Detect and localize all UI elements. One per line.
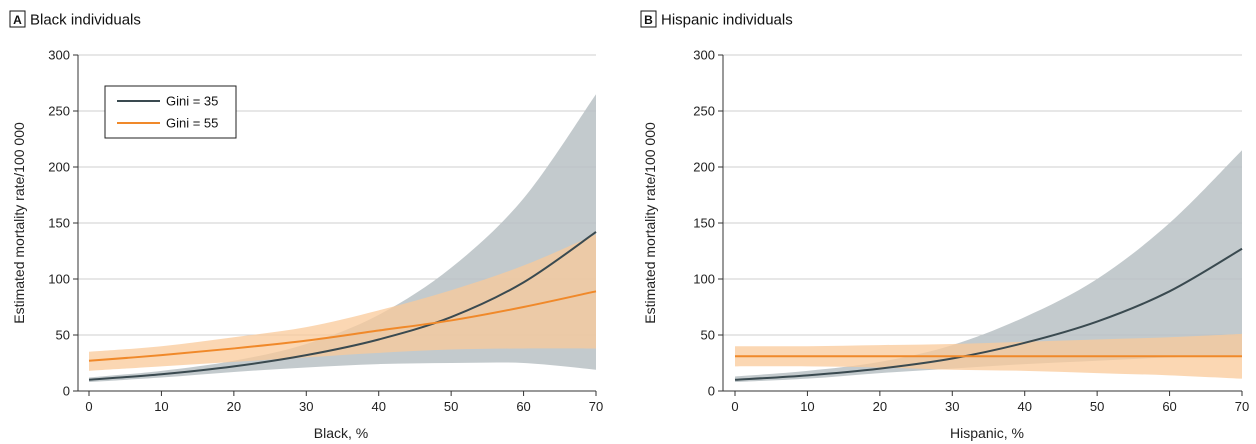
panel-a-x-tick-label-30: 30 [299, 399, 313, 414]
panel-a-letter-box [9, 10, 26, 28]
panel-b-y-tick-label-50: 50 [701, 328, 715, 343]
panel-b-x-tick-label-60: 60 [1162, 399, 1176, 414]
panel-a-plot-area: 0 50 100 150 200 250 300 0 10 20 30 40 50 60 70 [48, 48, 603, 415]
panel-b-x-tick-label-70: 70 [1235, 399, 1249, 414]
panel-a-x-tick-label-60: 60 [516, 399, 530, 414]
panel-a-y-tick-label-100: 100 [48, 272, 70, 287]
panel-b-x-axis-label: Hispanic, % [950, 425, 1024, 441]
panel-b-letter-box [640, 10, 657, 28]
panel-b-x-tick-label-20: 20 [873, 399, 887, 414]
panel-a-ci-band-gini-55 [89, 234, 596, 371]
panel-a-x-tick-label-50: 50 [444, 399, 458, 414]
panel-b-y-tick-label-150: 150 [693, 216, 715, 231]
panel-a-y-tick-label-150: 150 [48, 216, 70, 231]
panel-b-y-tick-label-300: 300 [693, 48, 715, 63]
legend-label-gini-35: Gini = 35 [166, 94, 218, 109]
legend-box [104, 85, 237, 139]
panel-a-line-gini-55 [88, 290, 597, 362]
panel-b-letter: B [644, 13, 653, 27]
panel-b-y-tick-label-250: 250 [693, 104, 715, 119]
panel-a-x-tick-label-40: 40 [371, 399, 385, 414]
legend-label-gini-55: Gini = 55 [166, 116, 218, 131]
panel-a-y-tick-label-300: 300 [48, 48, 70, 63]
panel-b-y-tick-label-100: 100 [693, 272, 715, 287]
panel-b-y-tick-label-0: 0 [708, 384, 715, 399]
panel-a-x-tick-label-70: 70 [589, 399, 603, 414]
panel-a-y-tick-label-0: 0 [63, 384, 70, 399]
panel-b-x-tick-label-40: 40 [1017, 399, 1031, 414]
legend: Gini = 35 Gini = 55 [104, 85, 237, 139]
panel-b-x-tick-label-50: 50 [1090, 399, 1104, 414]
panel-b-line-gini-35 [734, 247, 1243, 381]
panel-b-y-tick-label-200: 200 [693, 160, 715, 175]
panel-b-title: Hispanic individuals [661, 12, 793, 29]
panel-a-y-tick-label-250: 250 [48, 104, 70, 119]
panel-a: A Black individuals Black, % Estimated m… [9, 10, 603, 441]
panel-a-x-tick-label-0: 0 [85, 399, 92, 414]
panel-a-x-axis-label: Black, % [314, 425, 368, 441]
panel-a-x-tick-label-10: 10 [154, 399, 168, 414]
panel-a-letter: A [13, 13, 22, 27]
panel-a-y-axis-label: Estimated mortality rate/100 000 [11, 122, 27, 324]
panel-b-plot-area: 0 50 100 150 200 250 300 0 10 20 30 40 50 60 70 [693, 48, 1249, 415]
panel-b-x-tick-label-30: 30 [945, 399, 959, 414]
panel-b-y-axis-label: Estimated mortality rate/100 000 [642, 122, 658, 324]
panel-b-x-tick-label-0: 0 [731, 399, 738, 414]
panel-a-title: Black individuals [30, 12, 141, 29]
panel-a-y-tick-label-200: 200 [48, 160, 70, 175]
panel-b-ci-band-gini-35 [735, 150, 1242, 383]
panel-a-x-tick-label-20: 20 [227, 399, 241, 414]
panel-b-x-tick-label-10: 10 [800, 399, 814, 414]
panel-a-y-tick-label-50: 50 [56, 328, 70, 343]
panel-b: B Hispanic individuals Hispanic, % Estim… [640, 10, 1249, 441]
panel-a-line-gini-35 [88, 231, 597, 381]
